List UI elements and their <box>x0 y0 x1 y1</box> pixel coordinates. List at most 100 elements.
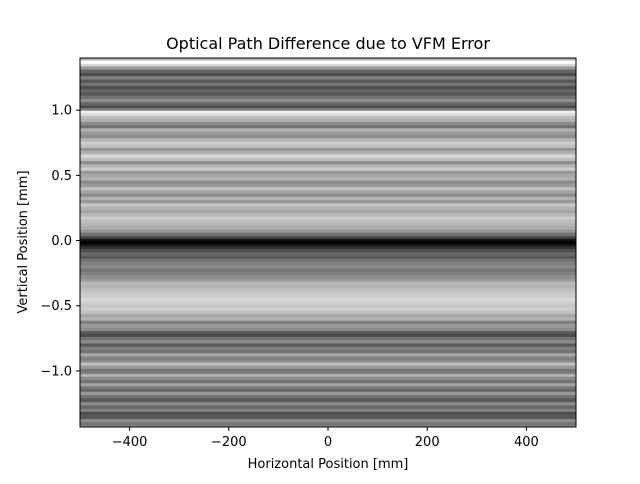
heatmap-band <box>80 274 576 279</box>
heatmap-band <box>80 280 576 285</box>
heatmap-band <box>80 323 576 328</box>
heatmap-band <box>80 134 576 139</box>
y-tick-label: 0.5 <box>51 169 72 184</box>
heatmap-band <box>80 359 576 363</box>
y-tick-label: −0.5 <box>40 299 72 314</box>
heatmap-band <box>80 202 576 207</box>
heatmap-band <box>80 144 576 148</box>
heatmap-band <box>80 212 576 217</box>
heatmap-band <box>80 69 576 73</box>
heatmap-band <box>80 107 576 111</box>
heatmap-band <box>80 421 576 426</box>
heatmap-band <box>80 245 576 249</box>
heatmap-band <box>80 271 576 276</box>
heatmap-band <box>80 379 576 384</box>
heatmap-band <box>80 205 576 210</box>
heatmap-band <box>80 300 576 305</box>
heatmap-band <box>80 196 576 201</box>
heatmap-band <box>80 352 576 357</box>
heatmap-band <box>80 248 576 253</box>
heatmap-band <box>80 173 576 178</box>
heatmap-band <box>80 137 576 142</box>
heatmap-band <box>80 277 576 282</box>
x-axis: −400 −200 0 200 400 <box>112 427 539 450</box>
heatmap-band <box>80 112 576 116</box>
heatmap-band <box>80 330 576 334</box>
x-tick-label: −400 <box>112 435 148 450</box>
heatmap-band <box>80 179 576 184</box>
heatmap-band <box>80 104 576 109</box>
heatmap-band <box>80 72 576 77</box>
heatmap-band <box>80 163 576 168</box>
y-tick-label: −1.0 <box>40 364 72 379</box>
heatmap-band <box>80 75 576 80</box>
heatmap-band <box>80 58 576 61</box>
heatmap-band <box>80 147 576 152</box>
x-tick-label: 0 <box>324 435 332 450</box>
heatmap-band <box>80 98 576 103</box>
heatmap-band <box>80 333 576 337</box>
heatmap-band <box>80 264 576 269</box>
heatmap-band <box>80 294 576 298</box>
heatmap-band <box>80 219 576 223</box>
heatmap-band <box>80 228 576 233</box>
chart-title: Optical Path Difference due to VFM Error <box>166 34 490 53</box>
heatmap-band <box>80 404 576 409</box>
heatmap-band <box>80 225 576 230</box>
heatmap-band <box>80 239 576 242</box>
heatmap-band <box>80 287 576 292</box>
heatmap-band <box>80 243 576 247</box>
heatmap-band <box>80 310 576 315</box>
heatmap-band <box>80 91 576 96</box>
heatmap-band <box>80 176 576 181</box>
heatmap-band <box>80 186 576 191</box>
heatmap-band <box>80 391 576 395</box>
heatmap-band <box>80 170 576 174</box>
heatmap-band <box>80 368 576 372</box>
heatmap-band <box>80 307 576 311</box>
x-tick-label: 200 <box>415 435 440 450</box>
heatmap-band <box>80 355 576 360</box>
heatmap-band <box>80 382 576 386</box>
heatmap-band <box>80 127 576 132</box>
heatmap-band <box>80 394 576 399</box>
heatmap-image <box>80 58 576 427</box>
heatmap-band <box>80 140 576 145</box>
heatmap-band <box>80 418 576 423</box>
heatmap-band <box>80 290 576 295</box>
heatmap-band <box>80 82 576 86</box>
heatmap-band <box>80 150 576 155</box>
heatmap-band <box>80 117 576 122</box>
heatmap-band <box>80 78 576 83</box>
heatmap-band <box>80 235 576 239</box>
heatmap-band <box>80 251 576 256</box>
heatmap-band <box>80 65 576 70</box>
heatmap-band <box>80 313 576 318</box>
heatmap-band <box>80 336 576 341</box>
heatmap-band <box>80 254 576 259</box>
heatmap-band <box>80 101 576 106</box>
heatmap-band <box>80 261 576 266</box>
y-axis-label: Vertical Position [mm] <box>16 170 31 313</box>
heatmap-band <box>80 342 576 347</box>
heatmap-band <box>80 209 576 214</box>
heatmap-band <box>80 160 576 165</box>
heatmap-band <box>80 232 576 236</box>
heatmap-band <box>80 411 576 416</box>
heatmap-band <box>80 153 576 158</box>
heatmap-band <box>80 361 576 366</box>
heatmap-band <box>80 124 576 129</box>
heatmap-band <box>80 327 576 332</box>
heatmap-band <box>80 95 576 100</box>
heatmap-band <box>80 284 576 289</box>
heatmap-band <box>80 215 576 220</box>
y-tick-label: 1.0 <box>51 104 72 119</box>
heatmap-band <box>80 241 576 244</box>
heatmap-band <box>80 115 576 119</box>
heatmap-band <box>80 199 576 204</box>
heatmap-band <box>80 385 576 389</box>
x-tick-label: 400 <box>514 435 539 450</box>
heatmap-band <box>80 189 576 194</box>
heatmap-band <box>80 397 576 403</box>
heatmap-band <box>80 85 576 90</box>
